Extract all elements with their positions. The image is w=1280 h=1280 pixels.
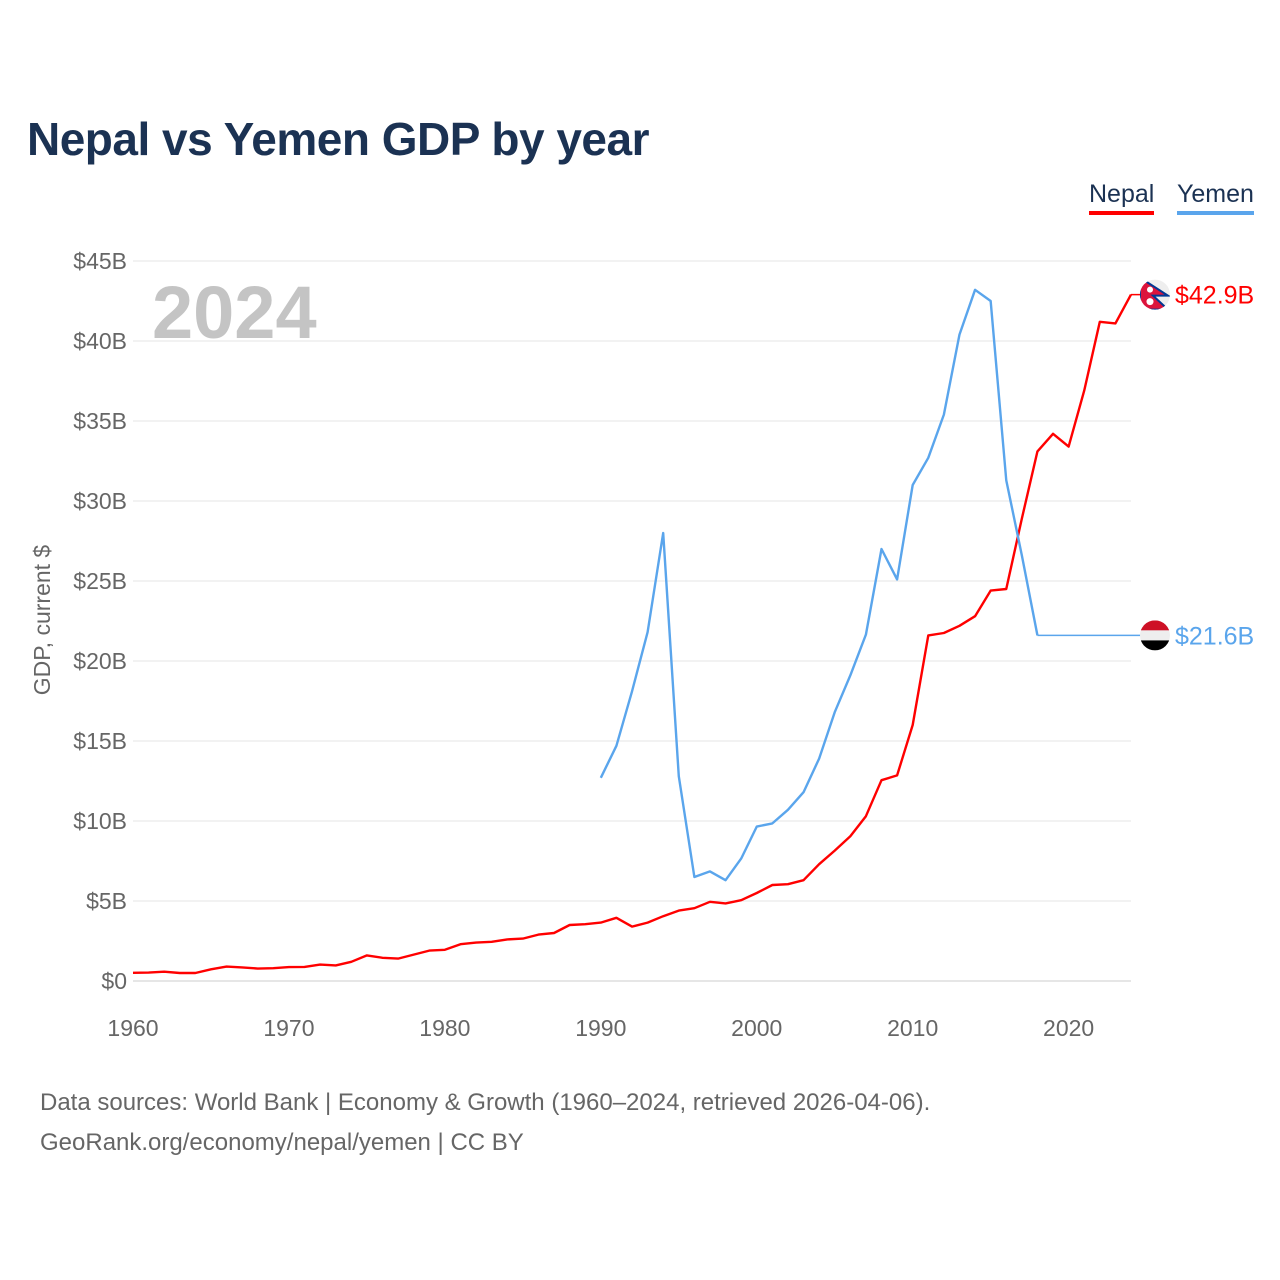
y-tick-label: $0 <box>101 968 127 994</box>
y-axis-label: GDP, current $ <box>29 545 55 696</box>
x-tick-label: 1960 <box>107 1015 158 1041</box>
x-tick-label: 1990 <box>575 1015 626 1041</box>
y-tick-label: $30B <box>73 488 127 514</box>
series-line-nepal <box>132 294 1133 975</box>
x-tick-label: 1980 <box>419 1015 470 1041</box>
page-title: Nepal vs Yemen GDP by year <box>27 113 650 165</box>
legend-item-yemen[interactable]: Yemen <box>1177 180 1254 215</box>
source-note: Data sources: World Bank | Economy & Gro… <box>40 1083 930 1163</box>
y-tick-label: $45B <box>73 248 127 274</box>
x-tick-label: 2000 <box>731 1015 782 1041</box>
nepal-flag-icon <box>1140 279 1170 310</box>
y-tick-label: $20B <box>73 648 127 674</box>
end-value-label-nepal: $42.9B <box>1175 282 1254 310</box>
yemen-flag-icon <box>1140 620 1170 651</box>
source-line: Data sources: World Bank | Economy & Gro… <box>40 1089 931 1116</box>
y-tick-label: $35B <box>73 408 127 434</box>
year-label: 2024 <box>152 271 317 354</box>
series-line-yemen <box>599 288 1039 882</box>
y-tick-label: $5B <box>86 888 127 914</box>
end-value-label-yemen: $21.6B <box>1175 622 1254 650</box>
y-tick-label: $25B <box>73 568 127 594</box>
source-link[interactable]: GeoRank.org/economy/nepal/yemen | CC BY <box>40 1129 524 1156</box>
legend-item-nepal[interactable]: Nepal <box>1089 180 1155 215</box>
x-tick-label: 2020 <box>1043 1015 1094 1041</box>
x-tick-label: 1970 <box>263 1015 314 1041</box>
y-tick-label: $10B <box>73 808 127 834</box>
y-tick-label: $15B <box>73 728 127 754</box>
x-tick-label: 2010 <box>887 1015 938 1041</box>
y-tick-label: $40B <box>73 328 127 354</box>
